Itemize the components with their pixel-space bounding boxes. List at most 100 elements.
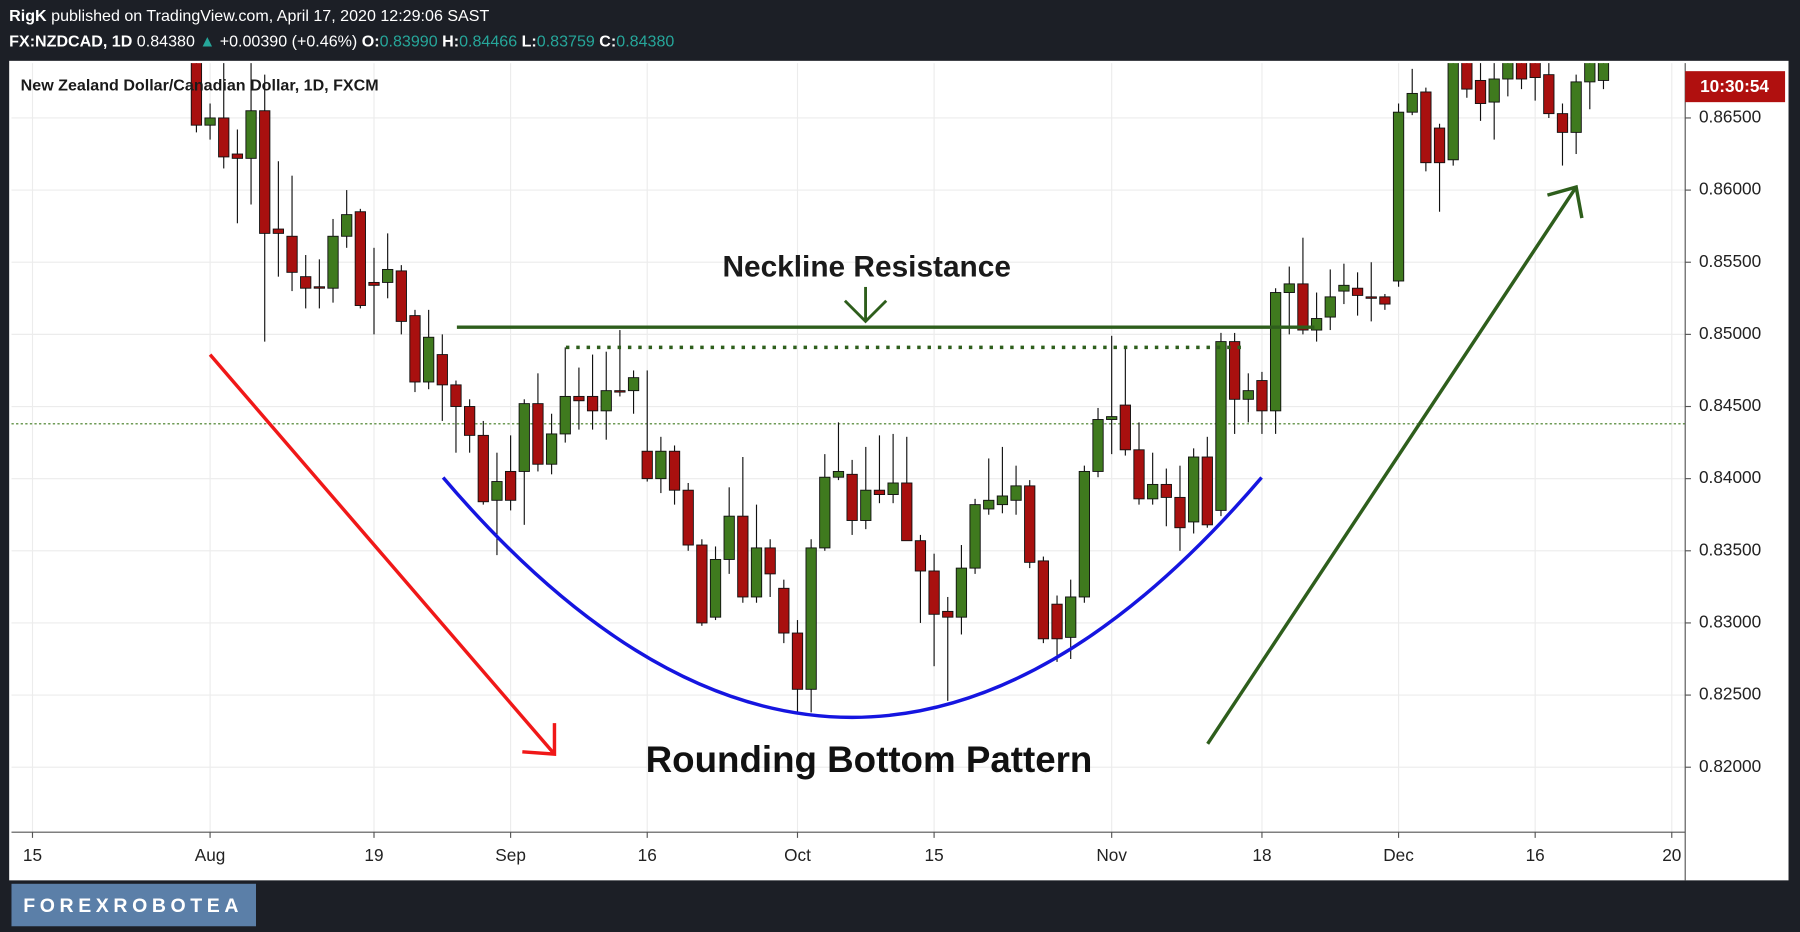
candle-body [1174,496,1186,529]
countdown: 10:30:54 [1700,76,1769,96]
candle-body [259,110,271,234]
candle-body [1242,390,1254,400]
candle-body [1365,296,1377,299]
x-tick-label: Sep [495,845,526,865]
x-tick-label: Dec [1383,845,1414,865]
candle-body [395,270,407,322]
candle-body [1338,284,1350,292]
candle-body [409,315,421,383]
direction: ▲ [199,33,215,51]
candle-body [1201,456,1213,526]
publish-line: RigK published on TradingView.com, April… [9,7,489,25]
high-label: H: [442,33,459,51]
candle-body [1133,449,1145,500]
price: 0.84380 [137,33,195,51]
x-tick-label: 18 [1252,845,1271,865]
candle-body [723,515,735,560]
candle-body [559,395,571,435]
candle-body [1106,416,1118,420]
up-arrow [1206,186,1578,745]
neckline-label: Neckline Resistance [722,250,1011,283]
candle-body [477,434,489,503]
candle-body [1188,456,1200,523]
candle-body [764,547,776,575]
low-label: L: [522,33,537,51]
x-tick-label: 15 [23,845,42,865]
down-arrow [208,353,556,756]
candle-body [1502,63,1514,80]
candle-body [1433,127,1446,164]
candle-body [518,403,530,472]
candle-body [545,433,558,465]
candle-body [423,336,435,383]
candle-body [190,63,203,126]
candle-body [819,476,831,549]
candle-body [450,384,462,407]
candle-body [682,489,694,546]
candle-body [1529,63,1541,79]
candle-body [627,377,640,392]
y-tick-label: 0.84500 [1699,395,1761,415]
symbol-line: FX:NZDCAD, 1D 0.84380 ▲ +0.00390 (+0.46%… [9,33,674,51]
candle-body [1461,63,1473,90]
candle-body [491,481,503,501]
candle-body [573,395,585,402]
candle-body [218,117,230,158]
candle-body [1543,74,1555,115]
watermark-box [11,883,256,927]
pattern-label: Rounding Bottom Pattern [646,739,1093,780]
candle-body [942,610,954,618]
candle-body [969,504,981,569]
candle-body [641,450,653,480]
candle-body [1119,404,1131,451]
candle-body [1556,113,1569,133]
candle-body [382,268,394,283]
candle-body [614,390,626,393]
candle-body [1392,111,1405,282]
y-tick-label: 0.83000 [1699,611,1761,631]
candle-body [791,632,804,690]
x-tick-label: Oct [784,845,811,865]
candle-body [737,515,749,598]
candle-body [504,470,517,501]
down-arrow-head [522,723,557,756]
open-label: O: [362,33,380,51]
y-tick-label: 0.86000 [1699,179,1761,199]
y-tick-label: 0.85000 [1699,323,1761,343]
candle-body [1256,380,1268,412]
candle-body [1065,596,1077,638]
candle-body [709,558,722,618]
candle-body [1215,341,1227,511]
candle-body [778,587,790,634]
x-tick-label: Aug [195,845,226,865]
candle-body [1406,92,1418,113]
candle-body [1147,483,1159,500]
candle-body [873,489,886,495]
x-tick-label: 19 [364,845,383,865]
y-tick-label: 0.85500 [1699,251,1761,271]
y-tick-label: 0.82000 [1699,756,1761,776]
candle-body [1324,296,1336,318]
x-tick-label: 20 [1662,845,1681,865]
candle-body [983,499,995,510]
candle-body [1160,483,1172,498]
countdown-box [1685,71,1786,103]
candle-body [1229,341,1241,400]
candle-body [1420,91,1432,164]
y-tick-label: 0.86500 [1699,107,1761,127]
watermark: FOREXROBOTEA [23,895,243,917]
candle-body [300,276,312,289]
candle-body [1515,63,1528,80]
chart-title: New Zealand Dollar/Canadian Dollar, 1D, … [21,76,379,94]
candle-body [272,228,285,234]
candle-body [668,450,681,491]
candle-body [996,495,1009,506]
grid [11,63,1686,833]
candle-body [1024,485,1036,563]
candle-body [928,570,940,615]
candle-body [586,395,599,412]
candles [190,63,1610,713]
author: RigK [9,7,47,25]
candle-body [1037,560,1050,640]
